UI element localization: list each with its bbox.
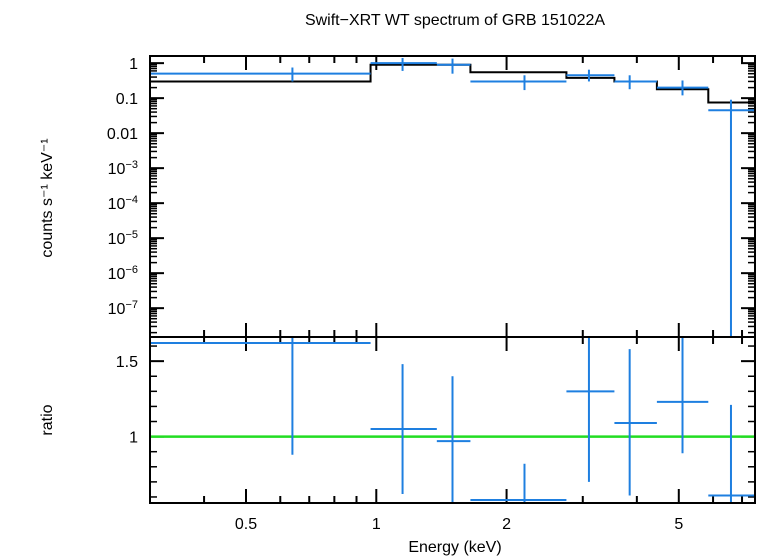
y-tick-label: 1.5 — [116, 354, 138, 371]
ratio-y-tick-labels: 11.5 — [116, 354, 138, 446]
spectrum-data-point — [708, 99, 755, 337]
x-tick-label: 5 — [674, 516, 683, 533]
spectrum-data-points — [150, 58, 755, 337]
x-tick-label: 2 — [502, 516, 511, 533]
ratio-data-point — [708, 404, 755, 503]
x-axis-label: Energy (keV) — [408, 539, 501, 556]
y-tick-label: 10−7 — [108, 299, 138, 318]
spectrum-data-point — [150, 67, 371, 82]
ratio-frame — [149, 336, 756, 504]
y-tick-label: 0.01 — [107, 126, 138, 143]
ratio-data-point — [370, 364, 437, 494]
y-tick-label: 0.1 — [116, 91, 138, 108]
model-step-line — [150, 63, 755, 104]
spectrum-model — [150, 63, 755, 104]
ratio-data-point — [656, 337, 709, 454]
y-tick-label: 10−3 — [108, 159, 138, 178]
x-tick-label: 0.5 — [235, 516, 257, 533]
y-tick-label: 10−5 — [108, 229, 138, 248]
spectrum-y-tick-labels: 1 0.1 0.01 10−3 10−4 10−5 10−6 10−7 — [107, 56, 138, 318]
ratio-data-points — [150, 337, 755, 503]
spectrum-y-axis-label: counts s⁻¹ keV⁻¹ — [39, 138, 56, 257]
ratio-data-point — [566, 337, 615, 482]
y-tick-label: 10−6 — [108, 264, 138, 283]
ratio-data-point — [614, 349, 657, 496]
ratio-panel: 11.5 0.5 1 2 5 ratio Energy (keV) — [39, 336, 756, 556]
ratio-data-point — [150, 337, 371, 455]
spectrum-data-point — [470, 75, 567, 91]
spectrum-data-point — [370, 58, 437, 71]
x-tick-label: 1 — [372, 516, 381, 533]
x-tick-labels: 0.5 1 2 5 — [235, 516, 683, 533]
y-tick-label: 1 — [129, 430, 138, 447]
y-tick-label: 1 — [129, 56, 138, 73]
ratio-y-axis-label: ratio — [39, 404, 56, 435]
ratio-data-point — [436, 376, 471, 503]
ratio-data-point — [470, 463, 567, 503]
chart-title: Swift−XRT WT spectrum of GRB 151022A — [305, 12, 605, 29]
spectrum-data-point — [436, 58, 471, 74]
spectrum-ticks — [149, 56, 755, 337]
spectrum-data-point — [614, 75, 657, 90]
spectrum-data-point — [656, 80, 709, 96]
y-tick-label: 10−4 — [108, 194, 138, 213]
spectrum-panel: 1 0.1 0.01 10−3 10−4 10−5 10−6 10−7 counts s⁻¹ … — [39, 55, 756, 338]
spectrum-frame — [149, 55, 756, 338]
spectrum-data-point — [566, 69, 615, 82]
